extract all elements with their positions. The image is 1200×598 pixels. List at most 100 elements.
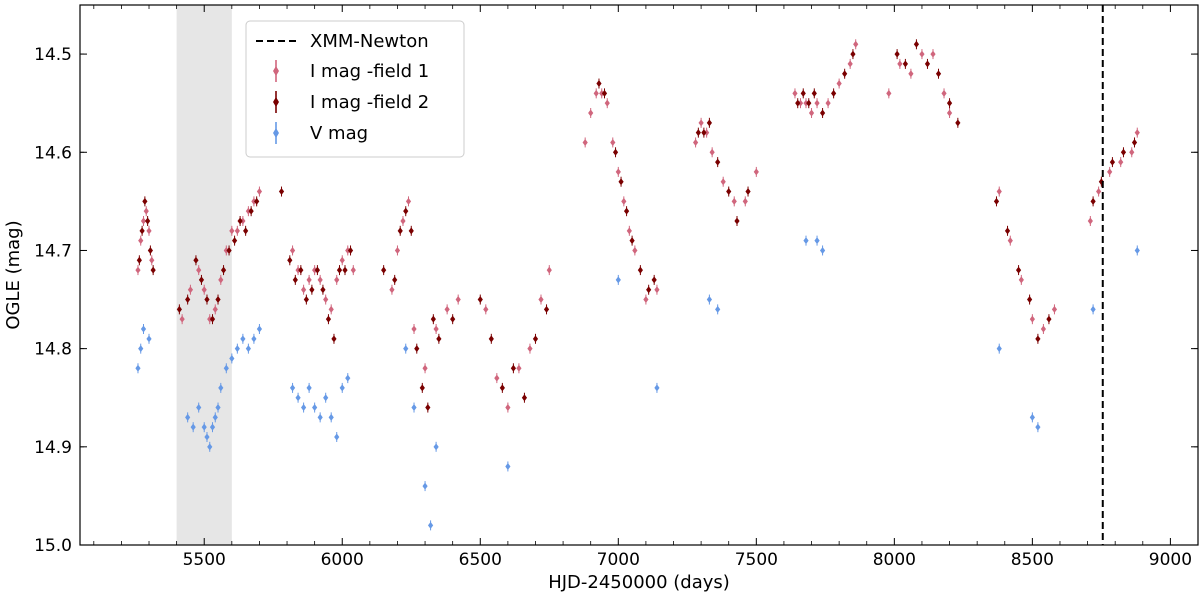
i-mag-field-2-point-22	[292, 276, 298, 284]
v-mag-point-5	[190, 423, 196, 431]
legend-field1-label: I mag -field 1	[310, 61, 429, 82]
i-mag-field-1-point-63	[709, 148, 715, 156]
i-mag-field-2-point-51	[596, 80, 602, 88]
i-mag-field-1-point-57	[632, 246, 638, 254]
v-mag-point-18	[245, 345, 251, 353]
i-mag-field-2-point-43	[450, 315, 456, 323]
y-tick-label-1: 14.6	[34, 143, 72, 163]
i-mag-field-1-point-90	[1087, 217, 1093, 225]
i-mag-field-1-point-24	[312, 266, 318, 274]
i-mag-field-1-point-74	[836, 80, 842, 88]
shaded-region-layer	[176, 5, 232, 545]
i-mag-field-2-point-33	[381, 266, 387, 274]
i-mag-field-1-point-60	[692, 138, 699, 146]
i-mag-field-2-point-45	[488, 335, 494, 343]
i-mag-field-2-point-8	[193, 256, 199, 264]
v-mag-point-19	[251, 335, 257, 343]
i-mag-field-2-point-36	[403, 207, 409, 215]
i-mag-field-1-point-23	[306, 276, 312, 284]
y-tick-label-2: 14.7	[34, 241, 72, 261]
i-mag-field-2-point-44	[477, 296, 483, 304]
v-mag-point-17	[240, 335, 246, 343]
i-mag-field-2-point-52	[601, 89, 608, 97]
i-mag-field-2-point-69	[806, 99, 812, 107]
axis-ticks-layer: 5500 6000 6500 7000 7500 8000 8500 9000 14.5 14.6…	[34, 5, 1199, 570]
i-mag-field-2-point-79	[935, 70, 942, 78]
i-mag-field-1-point-91	[1096, 188, 1102, 196]
i-mag-field-1-point-79	[908, 70, 914, 78]
i-mag-field-2-point-26	[314, 266, 321, 274]
i-mag-field-1-point-12	[218, 276, 224, 284]
i-mag-field-1-point-44	[516, 364, 522, 372]
legend: XMM-Newton I mag -field 1 I mag -field 2…	[245, 20, 465, 158]
i-mag-field-1-point-66	[742, 197, 748, 205]
v-mag-point-26	[317, 413, 323, 421]
y-tick-label-3: 14.8	[34, 340, 72, 360]
i-mag-field-2-point-0	[136, 256, 142, 264]
i-mag-field-1-point-39	[444, 305, 450, 313]
i-mag-field-1-point-84	[996, 188, 1002, 196]
i-mag-field-1-point-17	[245, 207, 251, 215]
i-mag-field-2-point-27	[320, 286, 326, 294]
i-mag-field-2-point-61	[701, 129, 707, 137]
i-mag-field-1-point-86	[1018, 276, 1024, 284]
i-mag-field-2-point-46	[499, 384, 505, 392]
v-mag-point-4	[185, 413, 191, 421]
i-mag-field-1-point-88	[1040, 325, 1047, 333]
v-mag-point-22	[295, 394, 301, 402]
i-mag-field-1-point-56	[626, 227, 632, 235]
y-tick-label-5: 15.0	[34, 536, 72, 556]
i-mag-field-1-point-7	[187, 286, 194, 294]
i-mag-field-2-point-78	[924, 60, 931, 68]
i-mag-field-1-point-16	[240, 217, 246, 225]
i-mag-field-1-point-20	[289, 246, 296, 254]
i-mag-field-1-point-30	[345, 246, 351, 254]
i-mag-field-2-point-5	[150, 266, 156, 274]
i-mag-field-2-point-19	[254, 197, 260, 205]
i-mag-field-2-point-2	[142, 197, 148, 205]
i-mag-field-1-point-81	[930, 50, 936, 58]
i-mag-field-2-point-17	[243, 227, 249, 235]
i-mag-field-1-point-4	[146, 227, 152, 235]
v-mag-point-47	[1035, 423, 1041, 431]
i-mag-field-2-point-81	[955, 119, 961, 127]
i-mag-field-1-point-15	[234, 227, 240, 235]
y-axis-label: OGLE (mag)	[3, 220, 24, 329]
v-mag-point-36	[433, 443, 439, 451]
i-mag-field-1-point-87	[1029, 315, 1035, 323]
x-tick-label-3: 7000	[597, 550, 640, 570]
i-mag-field-1-point-50	[593, 89, 599, 97]
v-mag-point-49	[1134, 246, 1140, 254]
i-mag-field-2-point-12	[215, 296, 221, 304]
i-mag-field-1-point-93	[1118, 158, 1124, 166]
i-mag-field-2-point-28	[325, 315, 332, 323]
i-mag-field-1-point-13	[223, 246, 229, 254]
legend-field1-marker	[273, 66, 279, 76]
i-mag-field-1-point-40	[455, 296, 461, 304]
i-mag-field-2-point-72	[831, 89, 837, 97]
v-mag-point-42	[803, 237, 809, 245]
i-mag-field-2-point-70	[811, 89, 817, 97]
i-mag-field-1-point-8	[196, 266, 202, 274]
v-mag-point-3	[146, 335, 152, 343]
i-mag-field-1-point-2	[140, 217, 147, 225]
v-mag-point-29	[334, 433, 340, 441]
v-mag-point-24	[306, 384, 312, 392]
x-tick-label-5: 8000	[873, 550, 916, 570]
i-mag-field-1-point-9	[201, 286, 207, 294]
v-mag-point-28	[328, 413, 334, 421]
v-mag-point-31	[345, 374, 351, 382]
v-mag-point-9	[207, 443, 213, 451]
i-mag-field-1-point-67	[753, 168, 759, 176]
v-mag-point-35	[427, 521, 434, 529]
i-mag-field-1-point-22	[301, 286, 307, 294]
i-mag-field-1-point-35	[405, 197, 412, 205]
v-mag-point-39	[654, 384, 660, 392]
i-mag-field-1-point-53	[610, 138, 616, 146]
v-mag-point-21	[289, 384, 296, 392]
i-mag-field-1-point-32	[389, 286, 395, 294]
i-mag-field-2-point-90	[1109, 158, 1116, 166]
i-mag-field-1-point-14	[229, 227, 235, 235]
y-tick-label-0: 14.5	[34, 45, 72, 65]
i-mag-field-1-point-41	[483, 305, 489, 313]
